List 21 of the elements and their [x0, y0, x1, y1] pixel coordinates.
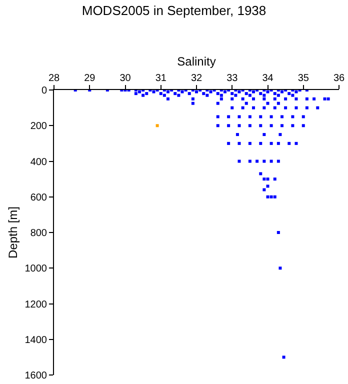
x-tick-label: 33 — [226, 73, 238, 84]
y-tick-label: 1400 — [24, 334, 48, 346]
y-tick-label: 0 — [41, 86, 48, 96]
y-tick-label: 600 — [30, 192, 48, 204]
y-tick-label: 1000 — [24, 264, 48, 275]
y-tick-label: 1200 — [24, 299, 48, 310]
y-tick-label: 200 — [30, 121, 48, 132]
x-tick-label: 28 — [48, 73, 60, 84]
x-tick-label: 32 — [190, 73, 202, 84]
chart-title: MODS2005 in September, 1938 — [82, 2, 266, 18]
y-tick-label: 800 — [30, 228, 48, 239]
x-axis-title: Salinity — [177, 54, 216, 68]
x-tick-label: 34 — [262, 73, 274, 84]
x-tick-label: 29 — [84, 73, 96, 84]
y-axis-title: Depth [m] — [6, 206, 20, 259]
x-tick-label: 36 — [333, 73, 345, 84]
x-tick-label: 35 — [298, 73, 310, 84]
y-tick-label: 400 — [30, 156, 48, 168]
x-tick-label: 30 — [120, 73, 132, 84]
y-tick-label: 1600 — [24, 370, 48, 382]
x-tick-label: 31 — [155, 73, 167, 84]
